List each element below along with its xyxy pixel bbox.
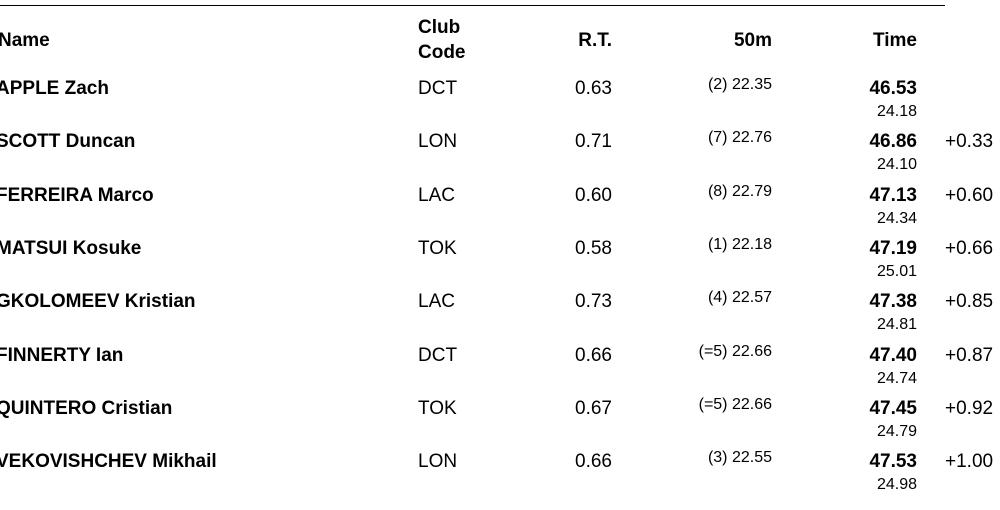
club-code: TOK [418, 237, 457, 259]
reaction-time: 0.73 [575, 291, 612, 313]
athlete-name: FINNERTY Ian [0, 344, 124, 366]
club-code: DCT [418, 78, 458, 99]
final-time: 47.19 [869, 237, 917, 259]
club-code: LAC [418, 291, 455, 313]
split-50m: (3) 22.55 [707, 449, 772, 467]
reaction-time: 0.60 [575, 184, 612, 206]
top-rule [0, 5, 945, 6]
second-split: 24.79 [876, 422, 917, 440]
second-split: 25.01 [876, 262, 917, 280]
athlete-name: QUINTERO Cristian [0, 397, 173, 419]
athlete-name: VEKOVISHCHEV Mikhail [0, 451, 217, 473]
split-50m: (=5) 22.66 [698, 342, 772, 360]
split-50m: (1) 22.18 [707, 235, 772, 253]
split-50m: (=5) 22.66 [698, 395, 772, 413]
second-split: 24.18 [876, 103, 917, 120]
split-50m: (7) 22.76 [707, 129, 772, 147]
time-behind: +0.85 [945, 291, 994, 313]
club-code: LON [418, 131, 458, 153]
split-50m: (2) 22.35 [707, 76, 772, 93]
club-code: TOK [418, 397, 457, 419]
second-split: 24.34 [876, 209, 917, 227]
athlete-name: FERREIRA Marco [0, 184, 154, 206]
header-50m: 50m [733, 30, 772, 51]
header-name: Name [0, 30, 50, 51]
time-behind: +0.66 [945, 237, 994, 259]
second-split: 24.81 [876, 316, 917, 334]
time-behind: +1.00 [945, 451, 994, 473]
final-time: 46.86 [869, 131, 917, 153]
split-50m: (8) 22.79 [707, 182, 772, 200]
final-time: 46.53 [869, 78, 917, 99]
final-time: 47.13 [869, 184, 917, 206]
athlete-name: SCOTT Duncan [0, 131, 136, 153]
final-time: 47.38 [869, 291, 917, 313]
header-club: Club [418, 17, 461, 38]
club-code: LAC [418, 184, 455, 206]
second-split: 24.10 [876, 156, 917, 174]
final-time: 47.53 [869, 451, 917, 473]
final-time: 47.45 [869, 397, 917, 419]
athlete-name: APPLE Zach [0, 78, 109, 99]
split-50m: (4) 22.57 [707, 289, 772, 307]
second-split: 24.98 [876, 476, 917, 494]
reaction-time: 0.67 [575, 397, 612, 419]
reaction-time: 0.66 [575, 451, 612, 473]
athlete-name: GKOLOMEEV Kristian [0, 291, 196, 313]
reaction-time: 0.58 [575, 237, 612, 259]
time-behind: +0.92 [945, 397, 994, 419]
time-behind: +0.87 [945, 344, 994, 366]
time-behind: +0.33 [945, 131, 994, 153]
header-time: Time [872, 30, 917, 51]
second-split: 24.74 [876, 369, 917, 387]
time-behind: +0.60 [945, 184, 994, 206]
reaction-time: 0.71 [575, 131, 612, 153]
athlete-name: MATSUI Kosuke [0, 237, 142, 259]
reaction-time: 0.63 [575, 78, 612, 99]
header-rt: R.T. [578, 30, 612, 51]
final-time: 47.40 [869, 344, 917, 366]
header-club: Code [418, 42, 466, 63]
reaction-time: 0.66 [575, 344, 612, 366]
club-code: DCT [418, 344, 458, 366]
club-code: LON [418, 451, 458, 473]
